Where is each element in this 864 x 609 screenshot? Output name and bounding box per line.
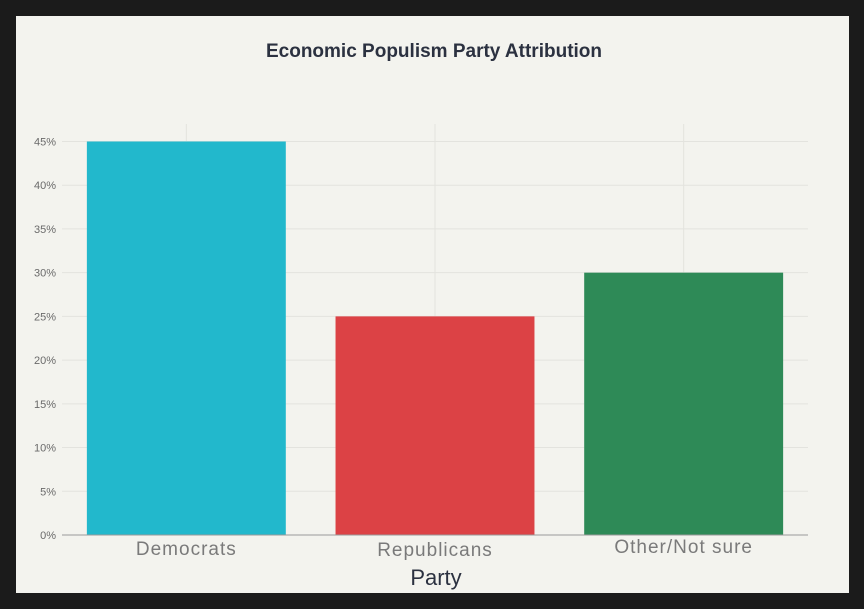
y-tick-label: 40% [34,180,56,192]
y-tick-label: 30% [34,268,56,280]
x-axis-ticks: Democrats Republicans Other/Not sure [136,537,753,561]
x-tick-label: Republicans [377,540,493,561]
chart-title: Economic Populism Party Attribution [266,41,602,62]
x-tick-label: Other/Not sure [614,537,753,558]
y-tick-label: 20% [34,355,56,367]
bar-other-not-sure [584,272,784,535]
y-tick-label: 15% [34,399,56,411]
y-tick-label: 10% [34,443,56,455]
y-tick-label: 45% [34,136,56,148]
y-tick-label: 35% [34,224,56,236]
y-tick-label: 25% [34,311,56,323]
x-axis-label: Party [410,565,461,590]
x-tick-label: Democrats [136,539,237,560]
y-tick-label: 5% [40,486,56,498]
bar-republicans [335,316,535,535]
bar-democrats [86,141,286,535]
bars [86,141,784,535]
y-tick-label: 0% [40,530,56,542]
y-axis-ticks: 0% 5% 10% 15% 20% 25% 30% 35% 40% 45% [34,136,56,542]
